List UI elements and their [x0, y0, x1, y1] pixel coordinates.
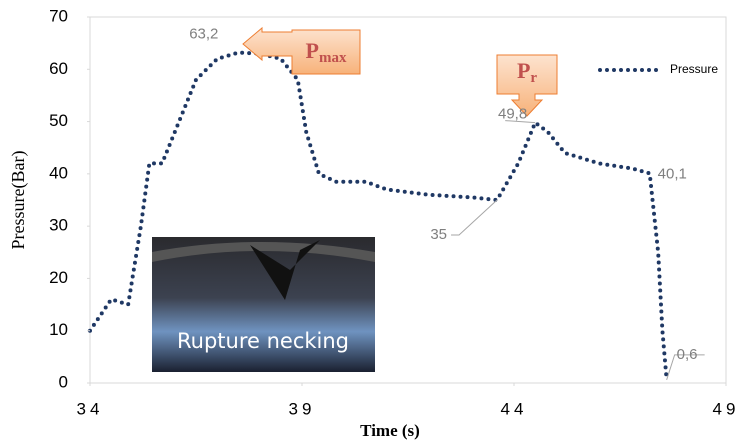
callout-subscript: max — [319, 50, 347, 66]
annotation-label: 49,8 — [498, 106, 527, 123]
plot-frame — [89, 16, 727, 384]
x-tick-label: 34 — [77, 399, 104, 418]
y-tick-label: 50 — [49, 111, 68, 130]
callout-pr: Pr — [496, 54, 558, 117]
leader-line — [666, 354, 705, 381]
callout-label: P — [517, 58, 530, 83]
x-tick-label: 49 — [713, 399, 740, 418]
y-tick-label: 40 — [49, 163, 68, 182]
inset-label: Rupture necking — [177, 329, 349, 353]
y-tick-label: 0 — [59, 372, 68, 391]
leader-line — [505, 120, 536, 124]
y-tick-label: 30 — [49, 216, 68, 235]
annotation-label: 35 — [430, 226, 447, 243]
callout-subscript: r — [530, 70, 537, 86]
x-tick-label: 39 — [289, 399, 316, 418]
annotation-label: 0,6 — [677, 346, 698, 363]
leader-line — [451, 199, 498, 236]
callout-pmax: Pmax — [242, 26, 361, 75]
y-tick-label: 20 — [49, 268, 68, 287]
y-tick-label: 70 — [49, 6, 68, 25]
y-tick-label: 10 — [49, 320, 68, 339]
callout-label: P — [306, 38, 319, 63]
x-tick-label: 44 — [501, 399, 528, 418]
line-series — [88, 50, 669, 382]
y-axis-label: Pressure(Bar) — [8, 151, 29, 250]
legend-label: Pressure — [670, 62, 718, 76]
annotation-label: 40,1 — [658, 165, 687, 182]
x-axis-label: Time (s) — [360, 421, 420, 440]
annotation-label: 63,2 — [189, 26, 218, 43]
svg-text:Pr: Pr — [517, 58, 537, 86]
y-tick-label: 60 — [49, 59, 68, 78]
inset-photo: Rupture necking — [152, 237, 375, 372]
svg-text:Pmax: Pmax — [306, 38, 347, 66]
